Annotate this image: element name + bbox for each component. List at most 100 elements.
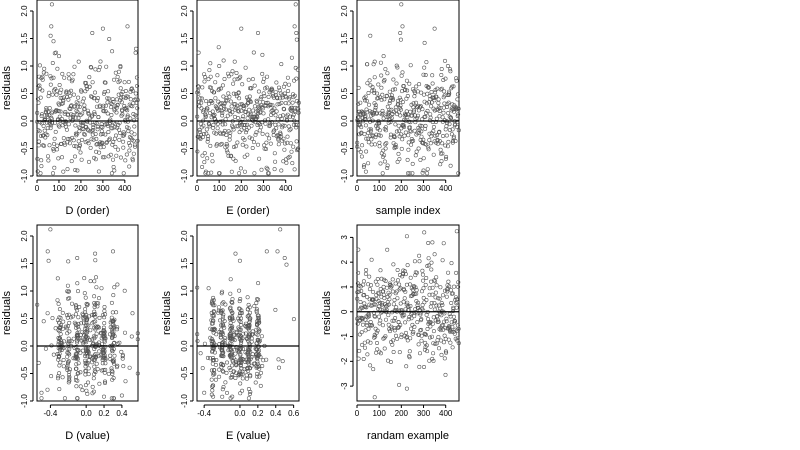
- data-point: [446, 270, 451, 275]
- data-point: [224, 98, 229, 103]
- data-point: [135, 337, 140, 342]
- data-point: [103, 80, 108, 85]
- data-point: [41, 319, 46, 324]
- data-point: [111, 359, 116, 364]
- data-point: [85, 391, 90, 396]
- data-point: [245, 353, 250, 358]
- data-point: [386, 302, 391, 307]
- data-point: [209, 392, 214, 397]
- data-point: [45, 311, 50, 316]
- data-point: [36, 360, 41, 365]
- data-point: [444, 350, 449, 355]
- y-tick-label: 0.0: [340, 115, 349, 127]
- data-point: [435, 317, 440, 322]
- data-point: [454, 270, 459, 275]
- data-point: [237, 361, 242, 366]
- data-point: [215, 106, 220, 111]
- data-point: [201, 108, 206, 113]
- data-point: [227, 365, 232, 370]
- data-point: [228, 320, 233, 325]
- data-point: [250, 352, 255, 357]
- data-point: [424, 275, 429, 280]
- data-point: [199, 96, 204, 101]
- data-point: [440, 302, 445, 307]
- data-point: [215, 121, 220, 126]
- data-point: [276, 142, 281, 147]
- data-point: [221, 58, 226, 63]
- data-point: [392, 135, 397, 140]
- data-point: [108, 353, 113, 358]
- data-point: [128, 143, 133, 148]
- data-point: [418, 312, 423, 317]
- data-point: [447, 122, 452, 127]
- y-tick-label: 0.5: [180, 312, 189, 324]
- data-point: [198, 96, 203, 101]
- data-point: [72, 104, 77, 109]
- data-point: [425, 349, 430, 354]
- data-point: [378, 133, 383, 138]
- data-point: [100, 334, 105, 339]
- data-point: [92, 304, 97, 309]
- data-point: [421, 156, 426, 161]
- data-point: [67, 296, 72, 301]
- data-point: [102, 353, 107, 358]
- data-point: [247, 391, 252, 396]
- data-point: [92, 110, 97, 115]
- data-point: [396, 324, 401, 329]
- data-point: [454, 107, 459, 112]
- data-point: [211, 358, 216, 363]
- data-point: [95, 324, 100, 329]
- data-point: [436, 319, 441, 324]
- data-point: [117, 78, 122, 83]
- data-point: [106, 130, 111, 135]
- data-point: [455, 119, 460, 124]
- data-point: [356, 147, 361, 152]
- data-point: [95, 98, 100, 103]
- data-point: [65, 324, 70, 329]
- data-point: [227, 108, 232, 113]
- data-point: [238, 358, 243, 363]
- data-point: [73, 168, 78, 173]
- data-point: [373, 135, 378, 140]
- data-point: [111, 157, 116, 162]
- data-point: [285, 75, 290, 80]
- x-axis-title: E (order): [226, 205, 269, 217]
- data-point: [439, 73, 444, 78]
- data-point: [126, 94, 131, 99]
- data-point: [80, 388, 85, 393]
- data-point: [85, 348, 90, 353]
- data-point: [425, 171, 430, 176]
- data-point: [419, 338, 424, 343]
- data-point: [446, 139, 451, 144]
- data-point: [99, 286, 104, 291]
- data-point: [399, 132, 404, 137]
- data-point: [412, 314, 417, 319]
- data-point: [454, 229, 459, 234]
- data-point: [438, 338, 443, 343]
- data-point: [378, 351, 383, 356]
- data-point: [383, 278, 388, 283]
- data-point: [62, 75, 67, 80]
- data-point: [239, 316, 244, 321]
- data-point: [208, 356, 213, 361]
- data-point: [75, 308, 80, 313]
- data-point: [93, 251, 98, 256]
- data-point: [266, 94, 271, 99]
- data-point: [281, 159, 286, 164]
- data-point: [62, 142, 67, 147]
- data-point: [255, 296, 260, 301]
- data-point: [103, 355, 108, 360]
- data-point: [108, 325, 113, 330]
- y-tick-label: 1: [340, 284, 349, 289]
- data-point: [65, 364, 70, 369]
- data-point: [439, 86, 444, 91]
- data-point: [96, 301, 101, 306]
- data-point: [52, 136, 57, 141]
- y-tick-label: -1.0: [340, 169, 349, 183]
- data-point: [105, 111, 110, 116]
- data-point: [380, 171, 385, 176]
- data-point: [116, 147, 121, 152]
- data-point: [257, 364, 262, 369]
- data-point: [88, 279, 93, 284]
- data-point: [131, 101, 136, 106]
